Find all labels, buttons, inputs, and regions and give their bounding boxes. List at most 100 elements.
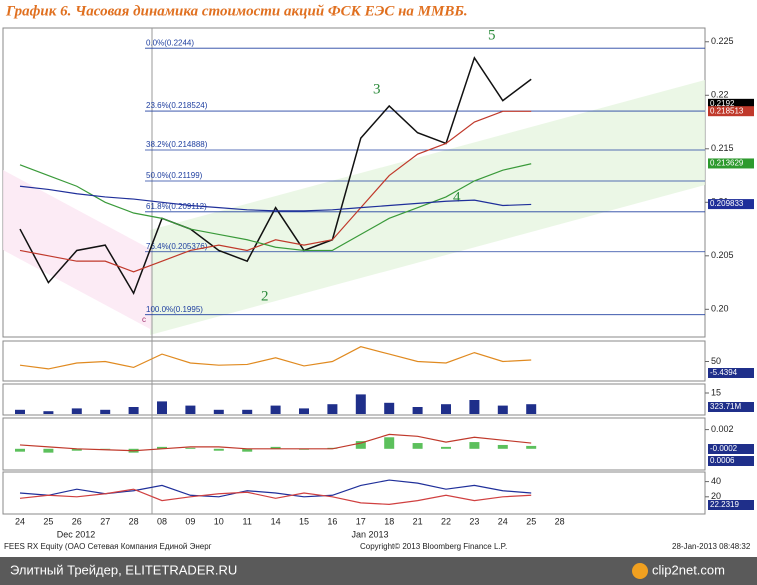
x-group-label: Jan 2013 [351,529,388,539]
trend-channel [150,80,705,335]
x-tick-label: 23 [469,516,479,526]
series-line [19,346,532,370]
bar [270,446,281,449]
bar [157,446,167,449]
price-tag [708,158,754,169]
bar [185,447,196,449]
bar [469,400,480,414]
x-tick-label: 24 [15,516,25,526]
wave-label: c [142,315,146,324]
x-tick-label: 28 [129,516,139,526]
x-tick-label: 18 [384,516,394,526]
bar [213,409,224,414]
x-tick-label: 25 [526,516,536,526]
fib-label: 100.0%(0.1995) [146,305,203,314]
fib-label: 0.0%(0.2244) [146,38,194,47]
x-tick-label: 17 [356,516,366,526]
y-tick-label: 15 [711,387,721,397]
bar [43,411,54,414]
y-tick-label: 0.002 [711,424,734,434]
price-tag [708,199,754,210]
bar [242,409,253,414]
price-tag-label: 0.209833 [710,199,744,208]
bar [15,448,25,452]
series-line [19,433,532,452]
wave-label: 2 [261,288,269,304]
wave-label: 3 [373,81,381,97]
banner [0,557,757,585]
bar [497,405,508,414]
bar [299,408,309,414]
bar [242,448,253,452]
price-tag-label: 0.218513 [710,106,744,115]
macd-frame [2,417,706,471]
x-tick-label: 15 [299,516,309,526]
panel-tag-bg [708,402,754,412]
x-tick-label: 16 [327,516,337,526]
x-tick-label: 11 [243,516,252,526]
logo-icon [632,563,648,579]
bar [270,405,281,414]
x-group-label: Dec 2012 [57,529,96,539]
bar [100,448,111,450]
wave-label: 4 [453,189,461,205]
panel-tag: -0.0002 [710,444,738,453]
bar [128,407,139,414]
bar [469,442,480,449]
x-tick-label: 28 [555,516,565,526]
y-tick-label: 0.215 [711,143,734,153]
x-tick-label: 27 [100,516,110,526]
panel-tag-bg [708,444,754,454]
y-tick-label: 0.22 [711,90,729,100]
bar [355,441,366,449]
bar [71,448,82,451]
chart-title: График 6. Часовая динамика стоимости акц… [5,3,468,19]
x-tick-label: 26 [72,516,82,526]
y-tick-label: 50 [711,356,721,366]
bar [327,404,338,414]
fib-label: 76.4%(0.205376) [146,242,208,251]
panel-tag-bg [708,368,754,378]
y-tick-label: 0.225 [711,36,734,46]
x-tick-label: 10 [214,516,224,526]
series-line [19,185,532,212]
series-line [19,163,532,252]
bar [15,409,25,414]
volume-frame [2,383,706,416]
bar [384,437,395,449]
x-tick-label: 14 [271,516,281,526]
panel-tag: 0.0006 [710,456,735,465]
footer-center: Copyright© 2013 Bloomberg Finance L.P. [360,542,507,551]
wave-label: 5 [488,27,496,43]
bar [213,448,224,451]
panel-tag-bg [708,456,754,466]
x-tick-label: 09 [185,516,195,526]
fib-label: 50.0%(0.21199) [146,171,203,180]
y-tick-label: 20 [711,491,721,501]
y-tick-label: 40 [711,476,721,486]
y-tick-label: 0.20 [711,304,729,314]
series-line [19,488,532,506]
price-tag-label: 0.213629 [710,159,744,168]
price-tag-label: 0.2192 [710,99,735,108]
bar [157,401,167,414]
bar [185,405,196,414]
banner-left: Элитный Трейдер, ELITETRADER.RU [10,562,237,577]
bar [441,446,451,449]
x-tick-label: 25 [43,516,53,526]
panel-tag: -5.4394 [710,368,738,377]
x-tick-label: 24 [498,516,508,526]
banner-right: clip2net.com [652,562,725,577]
bar [100,409,111,414]
price-tag [708,106,754,117]
x-tick-label: 08 [157,516,167,526]
panel-tag: 323.71M [710,402,741,411]
bar [412,407,423,414]
fib-label: 61.8%(0.209112) [146,202,207,211]
bar [526,445,537,449]
fib-label: 23.6%(0.218524) [146,101,208,110]
y-tick-label: 0.205 [711,250,734,260]
footer-left: FEES RX Equity (OAO Сетевая Компания Еди… [4,542,212,551]
x-tick-label: 21 [413,516,423,526]
bar [526,404,537,414]
